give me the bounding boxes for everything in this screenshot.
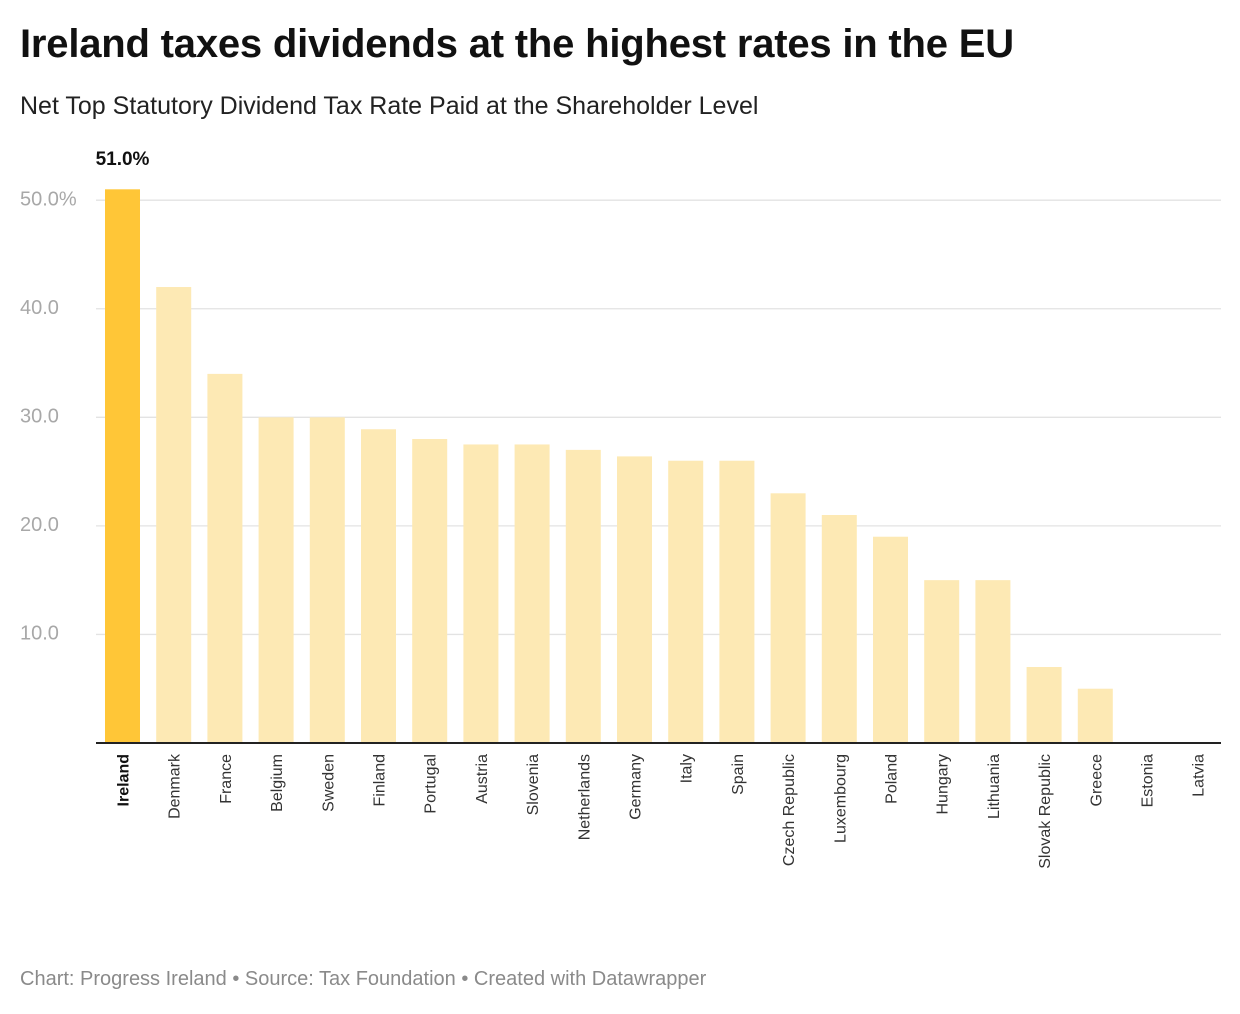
x-tick-label: Belgium xyxy=(269,754,286,812)
separator: • xyxy=(455,968,474,990)
chart-subtitle: Net Top Statutory Dividend Tax Rate Paid… xyxy=(20,92,759,120)
bar-luxembourg[interactable] xyxy=(821,515,857,743)
bar-hungary[interactable] xyxy=(924,580,960,743)
y-tick-label: 40.0 xyxy=(20,297,59,319)
x-tick-label: Netherlands xyxy=(576,754,593,840)
x-tick-label: Lithuania xyxy=(986,754,1003,819)
bar-sweden[interactable] xyxy=(309,417,345,743)
bars xyxy=(105,189,1113,743)
credit-prefix: Chart: xyxy=(20,968,81,990)
x-tick-label: Denmark xyxy=(167,753,184,819)
bar-italy[interactable] xyxy=(668,460,704,743)
x-tick-label: Ireland xyxy=(116,754,133,806)
x-tick-label: Slovak Republic xyxy=(1037,754,1054,869)
y-tick-label: 30.0 xyxy=(20,406,59,428)
x-tick-label: Portugal xyxy=(423,754,440,814)
bar-lithuania[interactable] xyxy=(975,580,1011,743)
chart-footer: Chart: Progress Ireland • Source: Tax Fo… xyxy=(20,968,706,991)
x-tick-label: Slovenia xyxy=(525,754,542,815)
bar-portugal[interactable] xyxy=(412,439,448,743)
x-tick-label: Spain xyxy=(730,754,747,795)
bar-netherlands[interactable] xyxy=(565,449,601,743)
separator: • xyxy=(226,968,245,990)
x-tick-label: Czech Republic xyxy=(781,754,798,866)
datawrapper-credit[interactable]: Created with Datawrapper xyxy=(473,968,707,990)
bar-denmark[interactable] xyxy=(156,287,192,743)
x-tick-label: Poland xyxy=(884,754,901,804)
bar-slovak-republic[interactable] xyxy=(1026,667,1062,743)
bar-germany[interactable] xyxy=(617,456,652,743)
bar-spain[interactable] xyxy=(719,460,755,743)
y-tick-label: 50.0% xyxy=(20,188,77,210)
x-tick-label: Austria xyxy=(474,754,491,804)
credit-org[interactable]: Progress Ireland xyxy=(80,968,227,990)
x-tick-label: Estonia xyxy=(1140,754,1157,807)
bar-czech-republic[interactable] xyxy=(770,493,806,743)
x-tick-label: Luxembourg xyxy=(832,754,849,843)
bar-slovenia[interactable] xyxy=(514,444,550,743)
chart-title: Ireland taxes dividends at the highest r… xyxy=(20,22,1014,66)
x-tick-label: Italy xyxy=(679,754,696,783)
bar-finland[interactable] xyxy=(361,429,396,743)
source-prefix: Source: xyxy=(244,968,320,990)
y-tick-label: 10.0 xyxy=(20,623,59,645)
y-tick-label: 20.0 xyxy=(20,514,59,536)
x-tick-label: Finland xyxy=(372,754,389,806)
data-label: 51.0% xyxy=(96,149,150,170)
bar-belgium[interactable] xyxy=(258,417,294,743)
bar-austria[interactable] xyxy=(463,444,499,743)
x-tick-label: France xyxy=(218,754,235,804)
bar-poland[interactable] xyxy=(873,536,908,743)
x-tick-label: Germany xyxy=(628,754,645,820)
x-tick-label: Latvia xyxy=(1191,754,1208,797)
x-tick-label: Hungary xyxy=(935,754,952,814)
bar-france[interactable] xyxy=(207,373,243,743)
x-tick-label: Sweden xyxy=(320,754,337,812)
x-tick-label: Greece xyxy=(1088,754,1105,807)
source-link[interactable]: Tax Foundation xyxy=(319,968,456,990)
labels: 10.0 20.0 30.0 40.0 50.0% Ireland 51.0% Denmark… xyxy=(20,149,1208,869)
bar-greece[interactable] xyxy=(1077,688,1113,743)
bar-ireland[interactable] xyxy=(105,189,140,743)
